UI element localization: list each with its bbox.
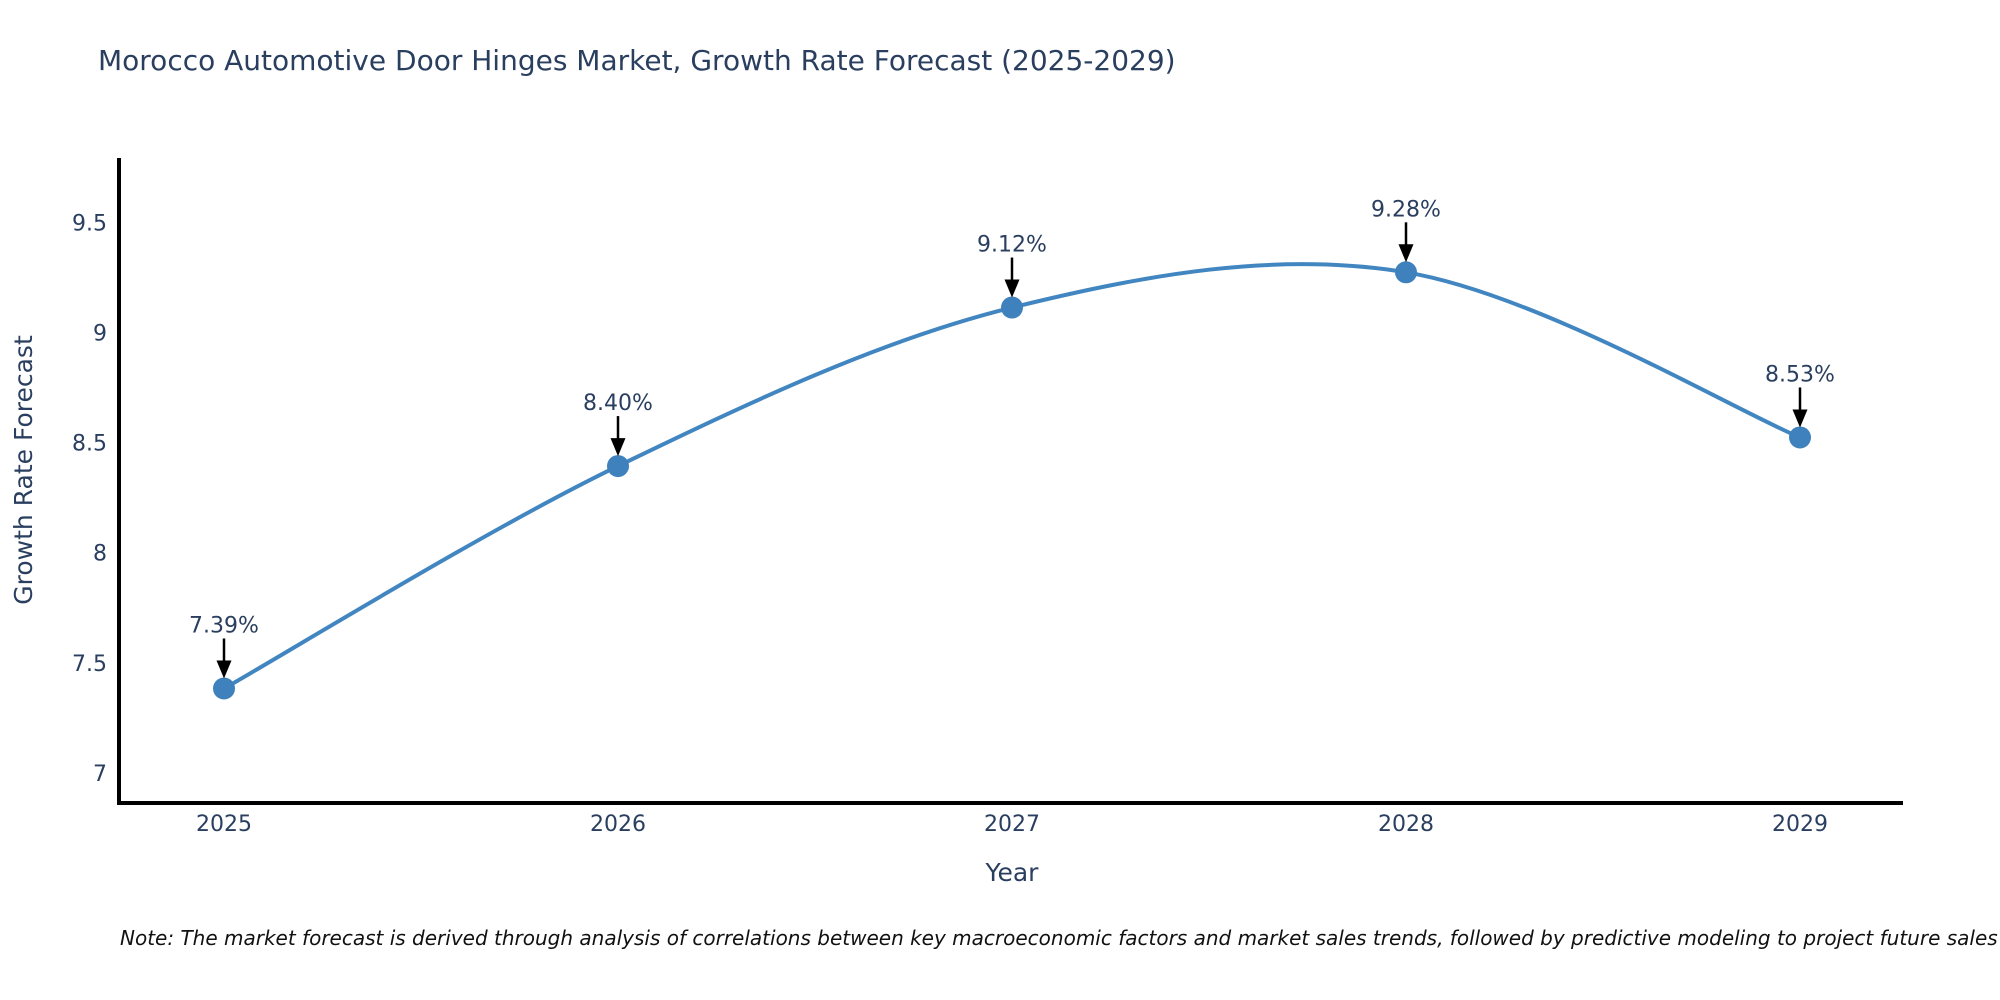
- x-tick-label: 2028: [1378, 812, 1434, 837]
- x-axis-title: Year: [985, 858, 1040, 887]
- data-point-marker[interactable]: [607, 455, 629, 478]
- trend-line: [222, 262, 1802, 691]
- annotation-arrow-head: [1004, 279, 1020, 298]
- x-tick-label: 2026: [590, 812, 646, 837]
- y-tick-label: 9: [93, 321, 107, 346]
- data-point-label: 9.12%: [977, 233, 1047, 258]
- x-tick-label: 2025: [196, 812, 252, 837]
- annotation-arrow-head: [610, 438, 626, 457]
- data-point-label: 8.40%: [583, 391, 653, 416]
- annotation-arrow-head: [1398, 244, 1414, 263]
- y-tick-label: 8.5: [72, 432, 107, 457]
- annotation-arrow-head: [216, 660, 232, 679]
- x-tick-label: 2029: [1772, 812, 1828, 837]
- x-tick-label: 2027: [984, 812, 1040, 837]
- data-point-marker[interactable]: [1789, 426, 1811, 449]
- footnote: Note: The market forecast is derived thr…: [120, 926, 1998, 950]
- y-tick-label: 7: [93, 762, 107, 787]
- annotation-arrow-head: [1792, 409, 1808, 428]
- plot-area: 7 7.5 8 8.5 9 9.5 2025 2026 2027 2028 2029 7.39% 8.4…: [72, 197, 1835, 837]
- data-point-marker[interactable]: [213, 677, 235, 700]
- data-point-marker[interactable]: [1001, 296, 1023, 319]
- data-point-label: 7.39%: [189, 613, 259, 638]
- y-tick-label: 8: [93, 542, 107, 567]
- y-axis-title: Growth Rate Forecast: [9, 335, 38, 605]
- data-point-label: 9.28%: [1371, 197, 1441, 222]
- chart-title: Morocco Automotive Door Hinges Market, G…: [98, 44, 1176, 77]
- y-tick-label: 9.5: [72, 211, 107, 236]
- y-tick-label: 7.5: [72, 652, 107, 677]
- data-point-label: 8.53%: [1765, 362, 1835, 387]
- data-point-marker[interactable]: [1395, 261, 1417, 284]
